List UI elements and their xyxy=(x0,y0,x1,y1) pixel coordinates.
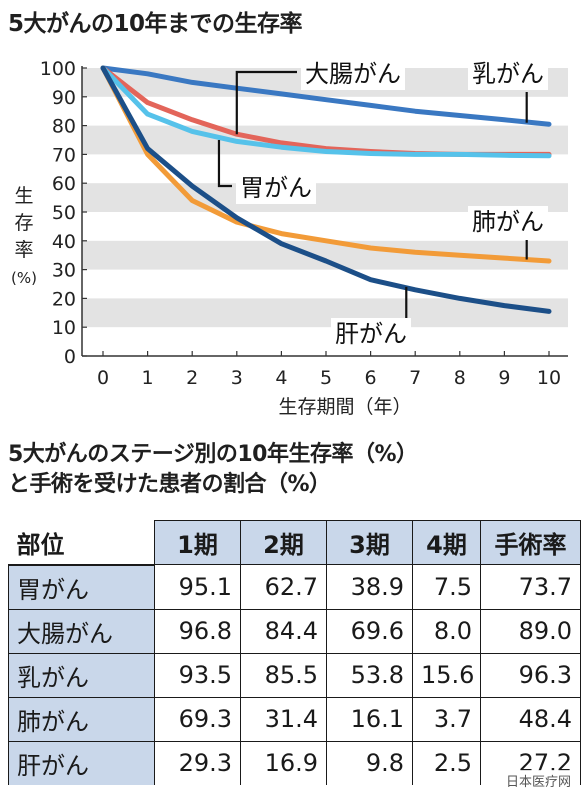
series-line-肝がん xyxy=(100,65,552,314)
series-label-bg xyxy=(468,206,548,238)
y-tick-label: 0 xyxy=(64,346,76,368)
table-title: 5大がんのステージ別の10年生存率（%） と手術を受けた患者の割合（%） xyxy=(8,440,418,500)
cell-value: 8.0 xyxy=(412,608,481,654)
y-tick-label: 80 xyxy=(52,116,76,138)
cell-value: 16.1 xyxy=(326,696,413,742)
table-row: 肺がん 69.3 31.4 16.1 3.7 48.4 xyxy=(8,696,581,742)
cell-value: 53.8 xyxy=(326,652,413,698)
cell-value: 31.4 xyxy=(240,696,327,742)
cell-value: 89.0 xyxy=(480,608,581,654)
series-label-乳がん: 乳がん xyxy=(472,60,544,88)
cell-value: 48.4 xyxy=(480,696,581,742)
cell-value: 29.3 xyxy=(154,740,241,785)
cell-value: 2.5 xyxy=(412,740,481,785)
header-surgery-rate: 手術率 xyxy=(480,520,581,565)
x-tick-label: 10 xyxy=(537,367,561,389)
survival-line-chart: 0 10 20 30 40 50 60 70 80 90 100 0 1 2 3 4 5 6 7 8 9 10 生存期間（年… xyxy=(11,58,568,418)
series-label-bg xyxy=(236,172,316,204)
cell-value: 38.9 xyxy=(326,564,413,610)
x-tick-label: 6 xyxy=(365,367,377,389)
series-line-肺がん xyxy=(100,65,552,264)
y-axis-label: 生存率(%) xyxy=(11,185,37,287)
y-tick-label: 50 xyxy=(52,202,76,224)
x-tick-label: 0 xyxy=(97,367,109,389)
cell-value: 16.9 xyxy=(240,740,327,785)
table-row: 肝がん 29.3 16.9 9.8 2.5 27.2 xyxy=(8,740,581,785)
y-tick-label: 20 xyxy=(52,288,76,310)
row-site: 乳がん xyxy=(8,652,155,698)
header-stage-4: 4期 xyxy=(412,520,481,565)
x-tick-label: 3 xyxy=(231,367,243,389)
series-label-肺がん: 肺がん xyxy=(472,208,544,236)
series-label-胃がん: 胃がん xyxy=(240,174,312,202)
header-site: 部位 xyxy=(8,520,155,566)
table-title-line-1: 5大がんのステージ別の10年生存率（%） xyxy=(8,442,418,467)
y-tick-label: 10 xyxy=(52,317,76,339)
cell-value: 73.7 xyxy=(480,564,581,610)
x-tick-label: 5 xyxy=(320,367,332,389)
y-tick-label: 100 xyxy=(40,58,76,80)
series-label-bg xyxy=(301,58,405,90)
header-stage-3: 3期 xyxy=(326,520,413,565)
series-line-胃がん xyxy=(100,65,552,159)
cell-value: 9.8 xyxy=(326,740,413,785)
series-label-bg xyxy=(331,318,411,350)
x-tick-label: 2 xyxy=(186,367,198,389)
y-tick-label: 60 xyxy=(52,173,76,195)
cell-value: 15.6 xyxy=(412,652,481,698)
table-row: 胃がん 95.1 62.7 38.9 7.5 73.7 xyxy=(8,564,581,610)
x-tick-label: 8 xyxy=(454,367,466,389)
stage-survival-table: 部位 1期 2期 3期 4期 手術率 胃がん 95.1 62.7 38.9 7.… xyxy=(8,520,581,785)
table-title-line-2: と手術を受けた患者の割合（%） xyxy=(8,472,331,497)
cell-value: 62.7 xyxy=(240,564,327,610)
series-label-大腸がん: 大腸がん xyxy=(305,60,401,88)
x-tick-label: 4 xyxy=(275,367,287,389)
header-stage-2: 2期 xyxy=(240,520,327,565)
x-tick-label: 9 xyxy=(498,367,510,389)
table-row: 乳がん 93.5 85.5 53.8 15.6 96.3 xyxy=(8,652,581,698)
chart-title: 5大がんの10年までの生存率 xyxy=(8,11,303,37)
series-label-肝がん: 肝がん xyxy=(335,320,407,348)
cell-value: 84.4 xyxy=(240,608,327,654)
cell-value: 69.3 xyxy=(154,696,241,742)
cell-value: 93.5 xyxy=(154,652,241,698)
leader-line-大腸がん xyxy=(235,70,297,135)
row-site: 胃がん xyxy=(8,564,155,610)
row-site: 肝がん xyxy=(8,740,155,785)
table-row: 大腸がん 96.8 84.4 69.6 8.0 89.0 xyxy=(8,608,581,654)
row-site: 肺がん xyxy=(8,696,155,742)
cell-value: 85.5 xyxy=(240,652,327,698)
row-site: 大腸がん xyxy=(8,608,155,654)
x-tick-label: 1 xyxy=(142,367,154,389)
table-header-row: 部位 1期 2期 3期 4期 手術率 xyxy=(8,520,581,566)
y-tick-label: 90 xyxy=(52,87,76,109)
leader-line-胃がん xyxy=(217,140,232,188)
cell-value: 95.1 xyxy=(154,564,241,610)
series-line-乳がん xyxy=(100,65,552,127)
y-tick-label: 30 xyxy=(52,260,76,282)
header-stage-1: 1期 xyxy=(154,520,241,565)
cell-value: 7.5 xyxy=(412,564,481,610)
y-tick-label: 40 xyxy=(52,231,76,253)
x-axis-label: 生存期間（年） xyxy=(278,396,411,418)
cell-value: 96.3 xyxy=(480,652,581,698)
watermark: 日本医疗网 xyxy=(501,770,575,791)
y-tick-label: 70 xyxy=(52,144,76,166)
cell-value: 3.7 xyxy=(412,696,481,742)
series-label-bg xyxy=(468,58,548,90)
x-tick-label: 7 xyxy=(409,367,421,389)
cell-value: 96.8 xyxy=(154,608,241,654)
cell-value: 69.6 xyxy=(326,608,413,654)
